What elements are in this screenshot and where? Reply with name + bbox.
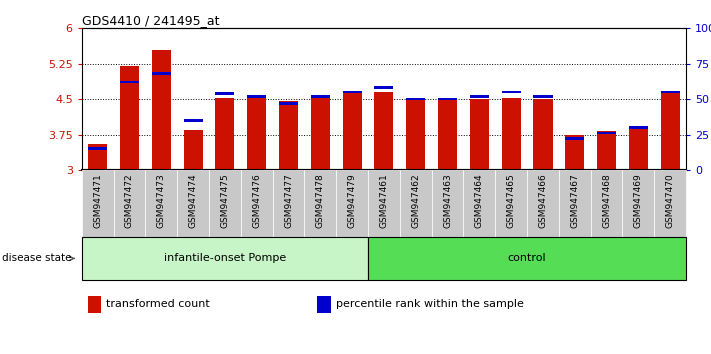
Text: GSM947477: GSM947477 <box>284 173 293 228</box>
Bar <box>183 119 203 122</box>
Text: GSM947474: GSM947474 <box>188 173 198 228</box>
FancyBboxPatch shape <box>527 170 559 237</box>
Bar <box>470 99 489 170</box>
Text: control: control <box>508 253 546 263</box>
Bar <box>215 92 235 95</box>
Text: infantile-onset Pompe: infantile-onset Pompe <box>164 253 286 263</box>
Text: GSM947473: GSM947473 <box>157 173 166 228</box>
Bar <box>661 91 680 93</box>
Bar <box>597 132 616 135</box>
Bar <box>565 137 584 140</box>
Text: percentile rank within the sample: percentile rank within the sample <box>336 299 523 309</box>
Bar <box>311 98 330 170</box>
Bar <box>311 95 330 98</box>
Bar <box>533 95 552 98</box>
Bar <box>247 98 266 170</box>
Bar <box>343 92 362 170</box>
Text: GSM947467: GSM947467 <box>570 173 579 228</box>
FancyBboxPatch shape <box>82 170 114 237</box>
Bar <box>375 92 393 170</box>
Bar <box>88 147 107 150</box>
Bar <box>183 130 203 170</box>
Text: disease state: disease state <box>1 253 74 263</box>
Text: GSM947461: GSM947461 <box>380 173 388 228</box>
FancyBboxPatch shape <box>82 237 368 280</box>
Text: transformed count: transformed count <box>106 299 210 309</box>
FancyBboxPatch shape <box>272 170 304 237</box>
FancyBboxPatch shape <box>623 170 654 237</box>
Bar <box>88 144 107 170</box>
Bar <box>565 135 584 170</box>
FancyBboxPatch shape <box>591 170 623 237</box>
Bar <box>629 126 648 129</box>
FancyBboxPatch shape <box>209 170 241 237</box>
Text: GSM947464: GSM947464 <box>475 173 484 228</box>
Bar <box>279 101 298 170</box>
Bar <box>317 296 331 313</box>
Text: GSM947472: GSM947472 <box>125 173 134 228</box>
Bar <box>151 72 171 75</box>
Text: GSM947468: GSM947468 <box>602 173 611 228</box>
Text: GSM947478: GSM947478 <box>316 173 325 228</box>
Text: GSM947476: GSM947476 <box>252 173 261 228</box>
FancyBboxPatch shape <box>336 170 368 237</box>
Bar <box>438 99 457 170</box>
Bar <box>151 50 171 170</box>
FancyBboxPatch shape <box>368 237 686 280</box>
Bar <box>502 91 520 93</box>
Bar <box>120 81 139 84</box>
Bar <box>375 86 393 89</box>
Bar <box>502 98 520 170</box>
Text: GSM947463: GSM947463 <box>443 173 452 228</box>
FancyBboxPatch shape <box>145 170 177 237</box>
Bar <box>470 95 489 98</box>
Bar <box>215 98 235 170</box>
FancyBboxPatch shape <box>177 170 209 237</box>
FancyBboxPatch shape <box>559 170 591 237</box>
Bar <box>406 98 425 101</box>
Bar <box>88 296 101 313</box>
Bar <box>661 92 680 170</box>
FancyBboxPatch shape <box>496 170 527 237</box>
Bar <box>247 95 266 98</box>
Bar <box>279 102 298 105</box>
Text: GDS4410 / 241495_at: GDS4410 / 241495_at <box>82 14 219 27</box>
Text: GSM947469: GSM947469 <box>634 173 643 228</box>
Bar <box>406 99 425 170</box>
FancyBboxPatch shape <box>400 170 432 237</box>
Text: GSM947462: GSM947462 <box>411 173 420 228</box>
Bar <box>438 98 457 101</box>
Text: GSM947471: GSM947471 <box>93 173 102 228</box>
Bar <box>629 126 648 170</box>
FancyBboxPatch shape <box>654 170 686 237</box>
Bar <box>533 99 552 170</box>
Text: GSM947470: GSM947470 <box>665 173 675 228</box>
Text: GSM947466: GSM947466 <box>538 173 547 228</box>
Bar <box>343 91 362 93</box>
Bar <box>120 66 139 170</box>
FancyBboxPatch shape <box>241 170 272 237</box>
Text: GSM947465: GSM947465 <box>507 173 515 228</box>
FancyBboxPatch shape <box>432 170 464 237</box>
FancyBboxPatch shape <box>304 170 336 237</box>
FancyBboxPatch shape <box>368 170 400 237</box>
Text: GSM947479: GSM947479 <box>348 173 357 228</box>
Text: GSM947475: GSM947475 <box>220 173 230 228</box>
FancyBboxPatch shape <box>114 170 145 237</box>
FancyBboxPatch shape <box>464 170 496 237</box>
Bar <box>597 131 616 170</box>
